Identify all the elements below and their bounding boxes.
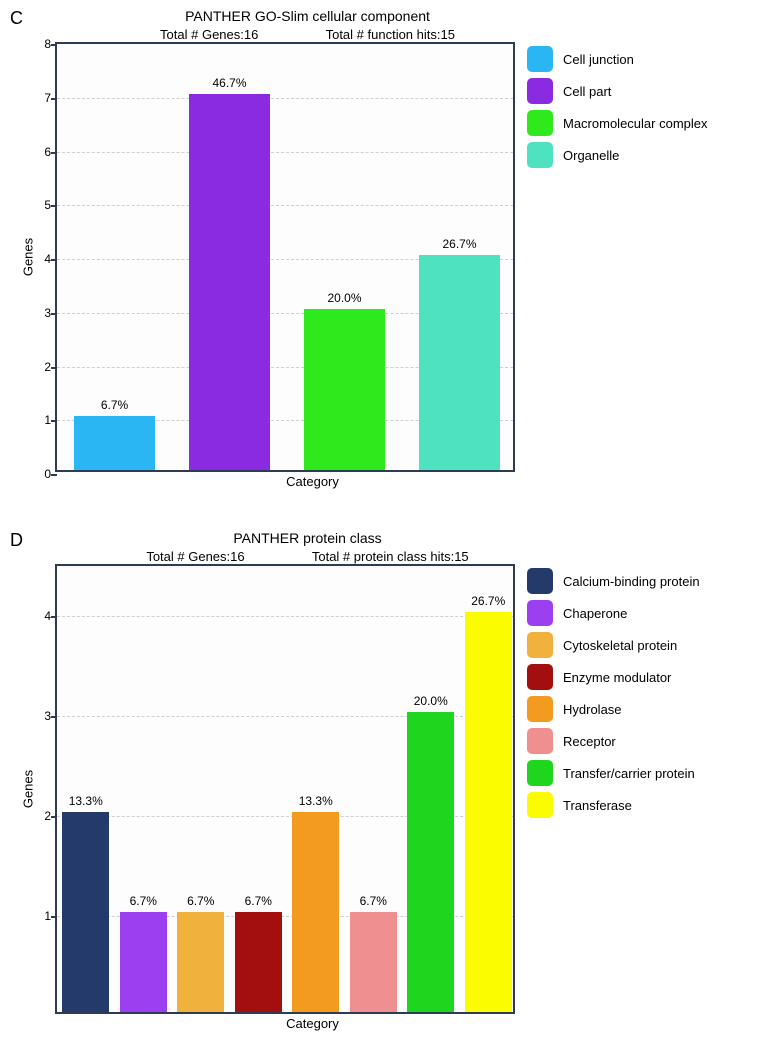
legend-c: Cell junction Cell part Macromolecular com… bbox=[527, 46, 708, 174]
legend-swatch bbox=[527, 728, 553, 754]
bar bbox=[304, 309, 385, 470]
legend-item: Cytoskeletal protein bbox=[527, 632, 700, 658]
bar bbox=[177, 912, 224, 1012]
y-tick: 3 bbox=[31, 709, 51, 723]
legend-swatch bbox=[527, 568, 553, 594]
legend-label: Hydrolase bbox=[563, 702, 622, 717]
legend-label: Cell part bbox=[563, 84, 611, 99]
y-tick: 8 bbox=[31, 37, 51, 51]
bar-pct-label: 13.3% bbox=[299, 794, 333, 808]
legend-swatch bbox=[527, 78, 553, 104]
bar bbox=[74, 416, 155, 470]
legend-item: Cell part bbox=[527, 78, 708, 104]
legend-item: Receptor bbox=[527, 728, 700, 754]
gridline bbox=[57, 616, 513, 617]
chart-d-title: PANTHER protein class bbox=[0, 530, 765, 546]
bar-pct-label: 6.7% bbox=[130, 894, 157, 908]
bar-pct-label: 6.7% bbox=[101, 398, 128, 412]
chart-d-subtitle: Total # Genes:16 Total # protein class h… bbox=[0, 549, 765, 564]
y-tick: 4 bbox=[31, 609, 51, 623]
y-tick: 7 bbox=[31, 91, 51, 105]
legend-d: Calcium-binding protein Chaperone Cytoskel… bbox=[527, 568, 700, 824]
legend-label: Enzyme modulator bbox=[563, 670, 671, 685]
bar bbox=[120, 912, 167, 1012]
legend-label: Macromolecular complex bbox=[563, 116, 708, 131]
chart-c-subtitle: Total # Genes:16 Total # function hits:1… bbox=[0, 27, 765, 42]
legend-label: Organelle bbox=[563, 148, 619, 163]
legend-item: Transferase bbox=[527, 792, 700, 818]
gridline bbox=[57, 152, 513, 153]
plot-area-c: Genes 0123456786.7%46.7%20.0%26.7% bbox=[55, 42, 515, 472]
x-axis-label-d: Category bbox=[55, 1016, 570, 1031]
bar bbox=[235, 912, 282, 1012]
bar-pct-label: 13.3% bbox=[69, 794, 103, 808]
bar-pct-label: 20.0% bbox=[414, 694, 448, 708]
bar-pct-label: 20.0% bbox=[327, 291, 361, 305]
legend-label: Transferase bbox=[563, 798, 632, 813]
bar-pct-label: 46.7% bbox=[212, 76, 246, 90]
legend-swatch bbox=[527, 632, 553, 658]
bar bbox=[465, 612, 512, 1012]
plot-area-d: Genes 123413.3%6.7%6.7%6.7%13.3%6.7%20.0… bbox=[55, 564, 515, 1014]
bar-pct-label: 6.7% bbox=[360, 894, 387, 908]
bar bbox=[62, 812, 109, 1012]
y-tick: 6 bbox=[31, 145, 51, 159]
bar bbox=[292, 812, 339, 1012]
legend-item: Calcium-binding protein bbox=[527, 568, 700, 594]
panel-d: D PANTHER protein class Total # Genes:16… bbox=[0, 522, 765, 1055]
y-axis-label-d: Genes bbox=[21, 770, 36, 808]
legend-label: Receptor bbox=[563, 734, 616, 749]
bar-pct-label: 6.7% bbox=[245, 894, 272, 908]
legend-swatch bbox=[527, 600, 553, 626]
gridline bbox=[57, 98, 513, 99]
bar-pct-label: 6.7% bbox=[187, 894, 214, 908]
y-tick: 5 bbox=[31, 198, 51, 212]
legend-item: Transfer/carrier protein bbox=[527, 760, 700, 786]
legend-swatch bbox=[527, 46, 553, 72]
chart-c: PANTHER GO-Slim cellular component Total… bbox=[0, 0, 765, 489]
legend-item: Organelle bbox=[527, 142, 708, 168]
legend-label: Cytoskeletal protein bbox=[563, 638, 677, 653]
gridline bbox=[57, 205, 513, 206]
y-tick: 1 bbox=[31, 413, 51, 427]
legend-label: Calcium-binding protein bbox=[563, 574, 700, 589]
chart-d-sub-right: Total # protein class hits:15 bbox=[312, 549, 469, 564]
bar-pct-label: 26.7% bbox=[442, 237, 476, 251]
chart-c-sub-right: Total # function hits:15 bbox=[326, 27, 455, 42]
chart-d-sub-left: Total # Genes:16 bbox=[146, 549, 244, 564]
legend-label: Transfer/carrier protein bbox=[563, 766, 695, 781]
bar bbox=[189, 94, 270, 470]
x-axis-label-c: Category bbox=[55, 474, 570, 489]
panel-c: C PANTHER GO-Slim cellular component Tot… bbox=[0, 0, 765, 522]
bar bbox=[419, 255, 500, 470]
legend-swatch bbox=[527, 142, 553, 168]
y-tick: 2 bbox=[31, 809, 51, 823]
legend-item: Macromolecular complex bbox=[527, 110, 708, 136]
y-tick: 3 bbox=[31, 306, 51, 320]
legend-swatch bbox=[527, 760, 553, 786]
y-tick: 2 bbox=[31, 360, 51, 374]
legend-swatch bbox=[527, 110, 553, 136]
bar-pct-label: 26.7% bbox=[471, 594, 505, 608]
bar bbox=[407, 712, 454, 1012]
y-tick: 4 bbox=[31, 252, 51, 266]
legend-swatch bbox=[527, 792, 553, 818]
chart-d: PANTHER protein class Total # Genes:16 T… bbox=[0, 522, 765, 1031]
legend-item: Cell junction bbox=[527, 46, 708, 72]
legend-item: Hydrolase bbox=[527, 696, 700, 722]
legend-item: Chaperone bbox=[527, 600, 700, 626]
legend-swatch bbox=[527, 696, 553, 722]
bar bbox=[350, 912, 397, 1012]
y-tick: 0 bbox=[31, 467, 51, 481]
y-tick: 1 bbox=[31, 909, 51, 923]
legend-label: Chaperone bbox=[563, 606, 627, 621]
chart-c-sub-left: Total # Genes:16 bbox=[160, 27, 258, 42]
legend-item: Enzyme modulator bbox=[527, 664, 700, 690]
chart-c-title: PANTHER GO-Slim cellular component bbox=[0, 8, 765, 24]
legend-label: Cell junction bbox=[563, 52, 634, 67]
legend-swatch bbox=[527, 664, 553, 690]
